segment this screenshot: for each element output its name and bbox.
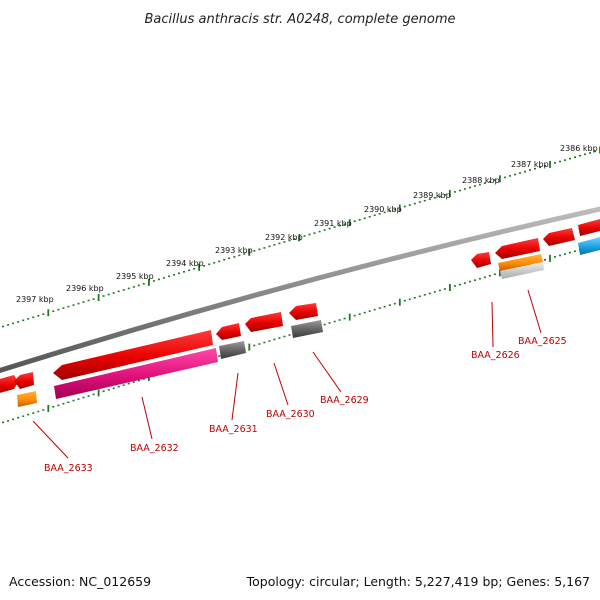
gene-feature[interactable] — [17, 391, 37, 407]
leader-line — [312, 351, 342, 393]
gene-feature[interactable] — [14, 372, 34, 389]
gene-feature[interactable] — [498, 254, 543, 271]
gene-label[interactable]: BAA_2629 — [320, 395, 369, 406]
gene-feature[interactable] — [53, 330, 213, 380]
tick-label: 2397 kbp — [16, 295, 54, 304]
gene-feature[interactable] — [0, 375, 18, 394]
gene-feature[interactable] — [289, 303, 318, 320]
genome-summary-text: Topology: circular; Length: 5,227,419 bp… — [246, 574, 590, 589]
leader-line — [231, 372, 239, 421]
tick-label: 2390 kbp — [364, 205, 402, 214]
accession-text: Accession: NC_012659 — [9, 574, 151, 589]
gene-feature[interactable] — [500, 262, 544, 279]
gene-label[interactable]: BAA_2631 — [209, 424, 258, 435]
gene-feature[interactable] — [245, 312, 283, 332]
leader-line — [141, 396, 153, 440]
gene-feature[interactable] — [54, 348, 218, 399]
gene-feature[interactable] — [543, 228, 575, 246]
gene-label[interactable]: BAA_2625 — [518, 336, 567, 347]
gene-feature[interactable] — [291, 320, 323, 338]
leader-line — [273, 362, 289, 406]
leader-line — [32, 420, 69, 459]
secondary-track-genes — [17, 237, 600, 407]
gene-labels: BAA_2633 BAA_2632 BAA_2631 BAA_2630 BAA_… — [44, 336, 567, 474]
gene-feature[interactable] — [219, 341, 246, 359]
gene-feature[interactable] — [578, 219, 600, 236]
gene-label[interactable]: BAA_2632 — [130, 443, 179, 454]
leader-line — [527, 289, 542, 334]
tick-label: 2387 kbp — [511, 160, 549, 169]
gene-feature[interactable] — [495, 238, 540, 259]
gene-label[interactable]: BAA_2626 — [471, 350, 520, 361]
tick-label: 2393 kbp — [215, 246, 253, 255]
gene-feature[interactable] — [216, 323, 241, 340]
forward-strand-genes — [0, 219, 600, 394]
gene-feature[interactable] — [578, 237, 600, 255]
genome-backbone — [0, 206, 600, 374]
tick-label: 2396 kbp — [66, 284, 104, 293]
tick-label: 2395 kbp — [116, 272, 154, 281]
gene-label[interactable]: BAA_2633 — [44, 463, 93, 474]
map-title: Bacillus anthracis str. A0248, complete … — [144, 12, 455, 27]
tick-label: 2394 kbp — [166, 259, 204, 268]
tick-label: 2389 kbp — [413, 191, 451, 200]
tick-labels: 2397 kbp 2396 kbp 2395 kbp 2394 kbp 2393… — [16, 144, 598, 304]
tick-label: 2386 kbp — [560, 144, 598, 153]
tick-label: 2392 kbp — [265, 233, 303, 242]
gene-label[interactable]: BAA_2630 — [266, 409, 315, 420]
tick-label: 2391 kbp — [314, 219, 352, 228]
gene-feature[interactable] — [471, 252, 491, 268]
outer-tick-track — [2, 146, 600, 328]
leader-line — [491, 301, 494, 348]
tick-label: 2388 kbp — [462, 176, 500, 185]
leader-lines — [32, 289, 542, 459]
